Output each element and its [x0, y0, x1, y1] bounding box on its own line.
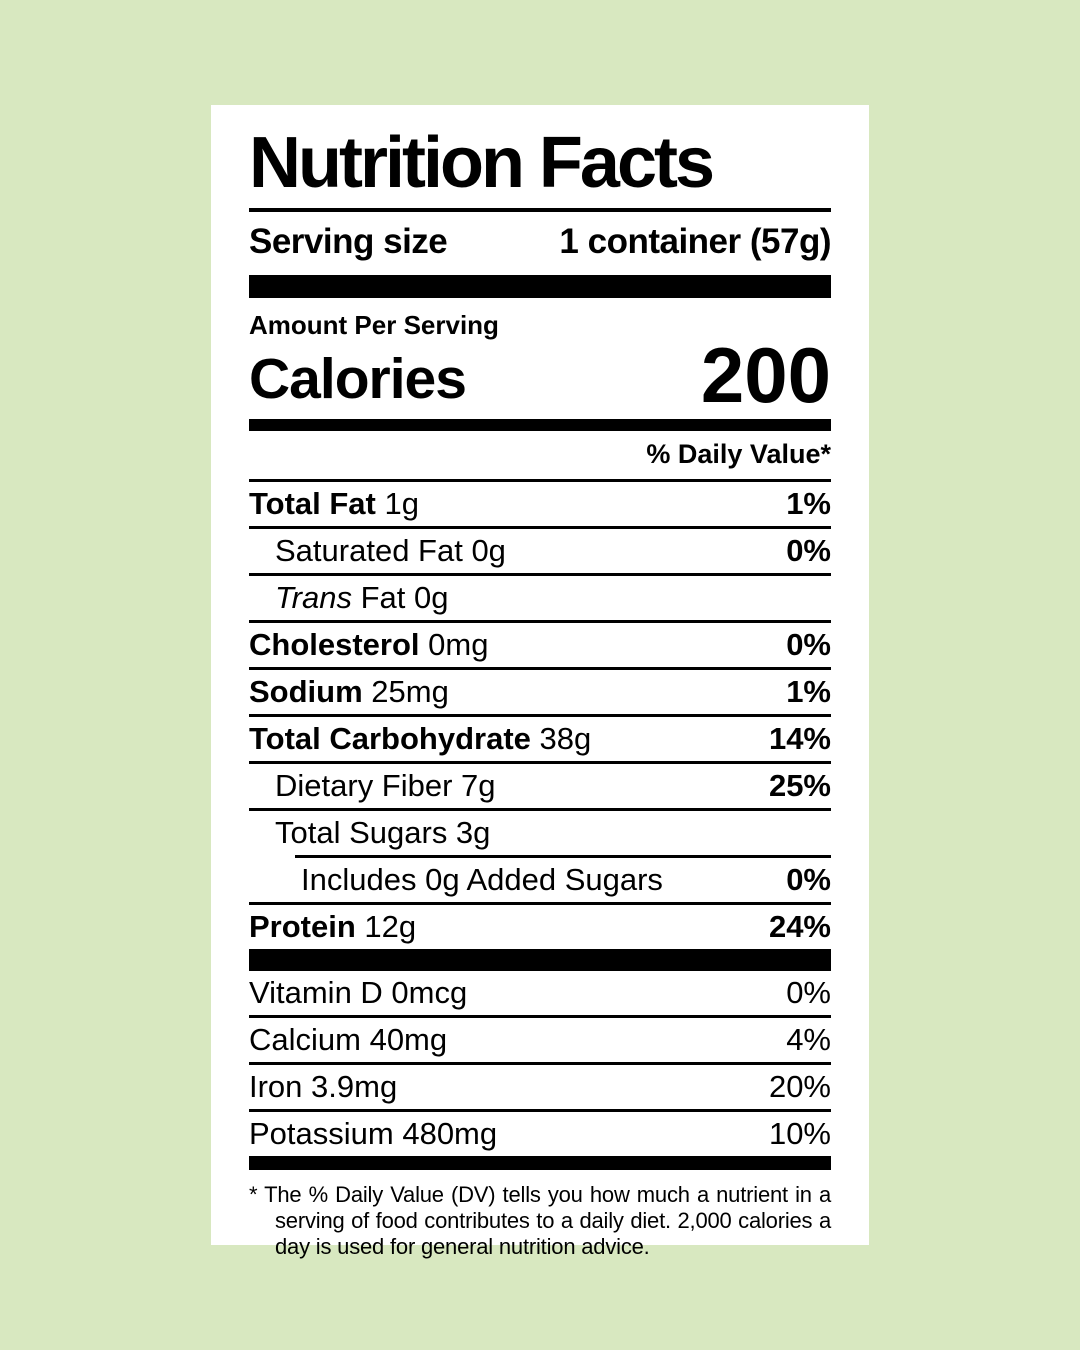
nutrient-name-lead: Sodium — [249, 673, 363, 709]
row-divider — [249, 525, 831, 529]
nutrient-name: Cholesterol 0mg — [249, 626, 489, 662]
micronutrient-daily-value: 4% — [786, 1021, 831, 1057]
nutrient-name-lead: Trans — [275, 579, 352, 615]
nutrient-row: Includes 0g Added Sugars 0% — [249, 858, 831, 902]
label-title: Nutrition Facts — [249, 123, 715, 203]
separator-bar-thick — [249, 275, 831, 298]
serving-size-label: Serving size — [249, 222, 448, 261]
nutrient-name-lead: Cholesterol — [249, 626, 420, 662]
nutrient-name: Trans Fat 0g — [275, 579, 449, 615]
calories-value: 200 — [700, 331, 831, 419]
serving-size-value: 1 container (57g) — [559, 222, 831, 261]
row-divider — [249, 1014, 831, 1018]
row-divider — [249, 901, 831, 905]
separator-bar-thick — [249, 948, 831, 971]
micronutrient-row: Potassium 480mg 10% — [249, 1112, 831, 1156]
nutrient-name: Total Sugars 3g — [275, 814, 491, 850]
nutrient-row: Sodium 25mg 1% — [249, 670, 831, 714]
micronutrient-name: Potassium 480mg — [249, 1115, 498, 1151]
footnote-text: The % Daily Value (DV) tells you how muc… — [264, 1181, 832, 1259]
nutrient-row: Trans Fat 0g — [249, 576, 831, 620]
separator-bar-medium — [249, 1155, 831, 1170]
nutrient-daily-value: 0% — [786, 861, 831, 897]
serving-size-row: Serving size 1 container (57g) — [249, 222, 831, 262]
row-divider — [249, 572, 831, 576]
nutrient-row: Total Carbohydrate 38g 14% — [249, 717, 831, 761]
row-divider — [249, 1108, 831, 1112]
nutrient-daily-value: 0% — [786, 532, 831, 568]
nutrient-row: Dietary Fiber 7g 25% — [249, 764, 831, 808]
amount-per-serving-label: Amount Per Serving — [249, 310, 499, 340]
nutrient-rows-section: Total Fat 1g 1% Saturated Fat 0g 0% Trans Fa… — [249, 482, 831, 949]
micronutrient-rows-section: Vitamin D 0mcg 0% Calcium 40mg 4% Iron 3.9mg… — [249, 971, 831, 1156]
calories-label: Calories — [249, 346, 467, 411]
title-rule — [249, 208, 831, 212]
row-divider — [249, 713, 831, 717]
row-divider — [249, 760, 831, 764]
nutrient-name: Protein 12g — [249, 908, 417, 944]
daily-value-footnote: * The % Daily Value (DV) tells you how m… — [249, 1182, 831, 1260]
separator-bar-medium — [249, 418, 831, 431]
nutrient-daily-value: 1% — [786, 673, 831, 709]
nutrient-name: Total Carbohydrate 38g — [249, 720, 592, 756]
row-divider — [249, 1061, 831, 1065]
nutrient-daily-value: 25% — [768, 767, 831, 803]
micronutrient-daily-value: 0% — [786, 974, 831, 1010]
row-divider — [249, 666, 831, 670]
micronutrient-row: Calcium 40mg 4% — [249, 1018, 831, 1062]
footnote-asterisk: * — [249, 1181, 258, 1207]
row-divider — [249, 619, 831, 623]
nutrient-daily-value: 0% — [786, 626, 831, 662]
row-divider — [295, 854, 831, 858]
row-divider — [249, 807, 831, 811]
nutrient-row: Cholesterol 0mg 0% — [249, 623, 831, 667]
nutrient-row: Protein 12g 24% — [249, 905, 831, 949]
nutrient-row: Saturated Fat 0g 0% — [249, 529, 831, 573]
nutrient-name: Includes 0g Added Sugars — [301, 861, 663, 897]
micronutrient-name: Calcium 40mg — [249, 1021, 448, 1057]
calories-row: Calories 200 — [249, 331, 831, 419]
nutrient-daily-value: 14% — [768, 720, 831, 756]
daily-value-header: % Daily Value* — [249, 431, 831, 482]
nutrient-row: Total Sugars 3g — [249, 811, 831, 855]
nutrition-facts-label: Nutrition Facts Serving size 1 container… — [211, 105, 869, 1259]
nutrient-row: Total Fat 1g 1% — [249, 482, 831, 526]
micronutrient-name: Iron 3.9mg — [249, 1068, 398, 1104]
nutrient-name: Dietary Fiber 7g — [275, 767, 496, 803]
micronutrient-name: Vitamin D 0mcg — [249, 974, 468, 1010]
nutrient-daily-value: 1% — [786, 485, 831, 521]
nutrient-name: Total Fat 1g — [249, 485, 419, 521]
micronutrient-row: Vitamin D 0mcg 0% — [249, 971, 831, 1015]
micronutrient-row: Iron 3.9mg 20% — [249, 1065, 831, 1109]
micronutrient-daily-value: 10% — [768, 1115, 831, 1151]
nutrient-name-lead: Protein — [249, 908, 356, 944]
nutrient-daily-value: 24% — [768, 908, 831, 944]
micronutrient-daily-value: 20% — [768, 1068, 831, 1104]
nutrient-name-lead: Total Fat — [249, 485, 376, 521]
nutrient-name: Sodium 25mg — [249, 673, 449, 709]
nutrient-name-lead: Total Carbohydrate — [249, 720, 531, 756]
nutrient-name: Saturated Fat 0g — [275, 532, 506, 568]
